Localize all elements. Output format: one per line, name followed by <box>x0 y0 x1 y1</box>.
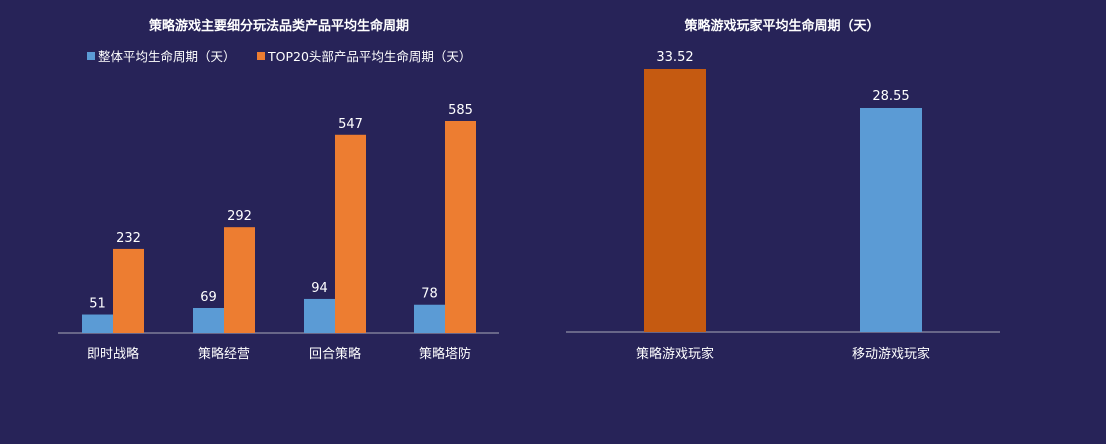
legend-swatch-top20 <box>257 52 265 60</box>
data-label-overall-1: 69 <box>200 290 217 305</box>
chart2-title: 策略游戏玩家平均生命周期（天） <box>684 18 879 34</box>
bar-overall-0 <box>82 314 113 333</box>
bar-overall-2 <box>304 298 335 333</box>
legend-swatch-overall <box>87 52 95 60</box>
bar-top20-0 <box>113 248 144 333</box>
bar-player-1 <box>860 107 922 332</box>
bar-overall-1 <box>193 307 224 333</box>
data-label-top20-0: 232 <box>116 231 141 246</box>
legend-label-top20: TOP20头部产品平均生命周期（天） <box>267 49 471 64</box>
data-label-overall-2: 94 <box>311 281 328 296</box>
data-label-player-1: 28.55 <box>872 89 909 104</box>
data-label-top20-1: 292 <box>227 209 252 224</box>
bar-overall-3 <box>414 304 445 333</box>
bar-player-0 <box>644 69 706 332</box>
x-tick-label-2: 回合策略 <box>309 346 361 362</box>
legend-label-overall: 整体平均生命周期（天） <box>98 49 236 64</box>
bar-top20-3 <box>445 121 476 333</box>
data-label-overall-0: 51 <box>89 297 106 312</box>
data-label-top20-3: 585 <box>448 103 473 118</box>
x-tick-label-3: 策略塔防 <box>419 346 471 362</box>
data-label-overall-3: 78 <box>421 287 438 302</box>
x-tick-label-1: 策略经营 <box>198 346 250 362</box>
chart1-title: 策略游戏主要细分玩法品类产品平均生命周期 <box>149 18 409 34</box>
bar-top20-1 <box>224 227 255 333</box>
x-tick-label-player-1: 移动游戏玩家 <box>852 346 930 362</box>
data-label-player-0: 33.52 <box>656 50 693 65</box>
bar-top20-2 <box>335 134 366 333</box>
x-tick-label-0: 即时战略 <box>87 346 139 362</box>
x-tick-label-player-0: 策略游戏玩家 <box>636 346 714 362</box>
data-label-top20-2: 547 <box>338 117 363 132</box>
